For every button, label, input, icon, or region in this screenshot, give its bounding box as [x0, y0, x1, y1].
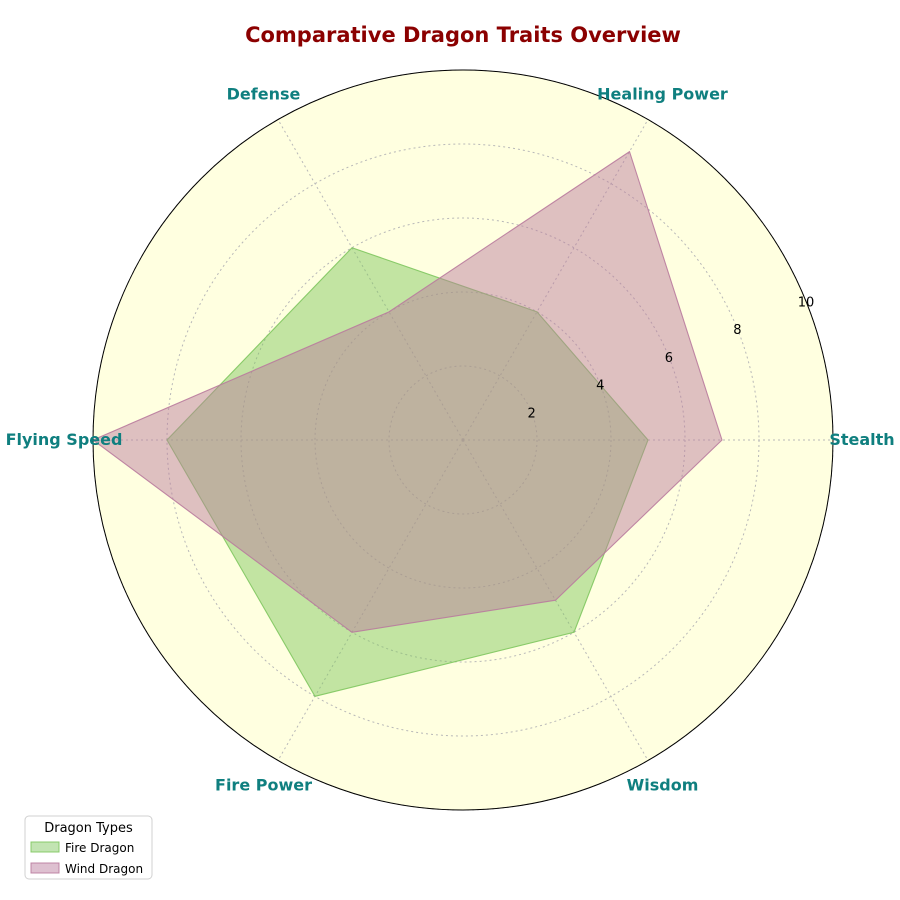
radial-tick-label: 10 [798, 295, 815, 310]
axis-label: Wisdom [627, 776, 699, 795]
radial-spoke [277, 119, 464, 441]
radial-tick-label: 8 [733, 323, 741, 338]
plot-layer: 2 4 6 8 10 Stealth Healing Power Defense Flying … [6, 69, 895, 811]
axis-label: Stealth [829, 430, 894, 449]
legend-label-1: Wind Dragon [65, 862, 143, 876]
radial-tick-label: 6 [665, 351, 673, 366]
radial-grid-circle [314, 291, 612, 589]
axis-label: Fire Power [215, 776, 312, 795]
chart-title: Comparative Dragon Traits Overview [245, 23, 681, 47]
legend-title: Dragon Types [44, 821, 133, 836]
axis-label: Defense [227, 84, 301, 103]
axis-label: Flying Speed [6, 430, 123, 449]
legend-swatch-0 [30, 841, 60, 853]
legend-swatch-1 [30, 862, 60, 874]
legend: Dragon Types Fire Dragon Wind Dragon [24, 815, 153, 880]
legend-label-0: Fire Dragon [65, 841, 134, 855]
radial-spoke [277, 439, 464, 761]
axis-label: Healing Power [597, 84, 728, 103]
plot-boundary [92, 69, 834, 811]
radial-tick-label: 2 [527, 406, 535, 421]
radial-spoke [462, 119, 649, 441]
radial-tick-label: 4 [596, 379, 604, 394]
radial-grid-circle [388, 365, 538, 515]
